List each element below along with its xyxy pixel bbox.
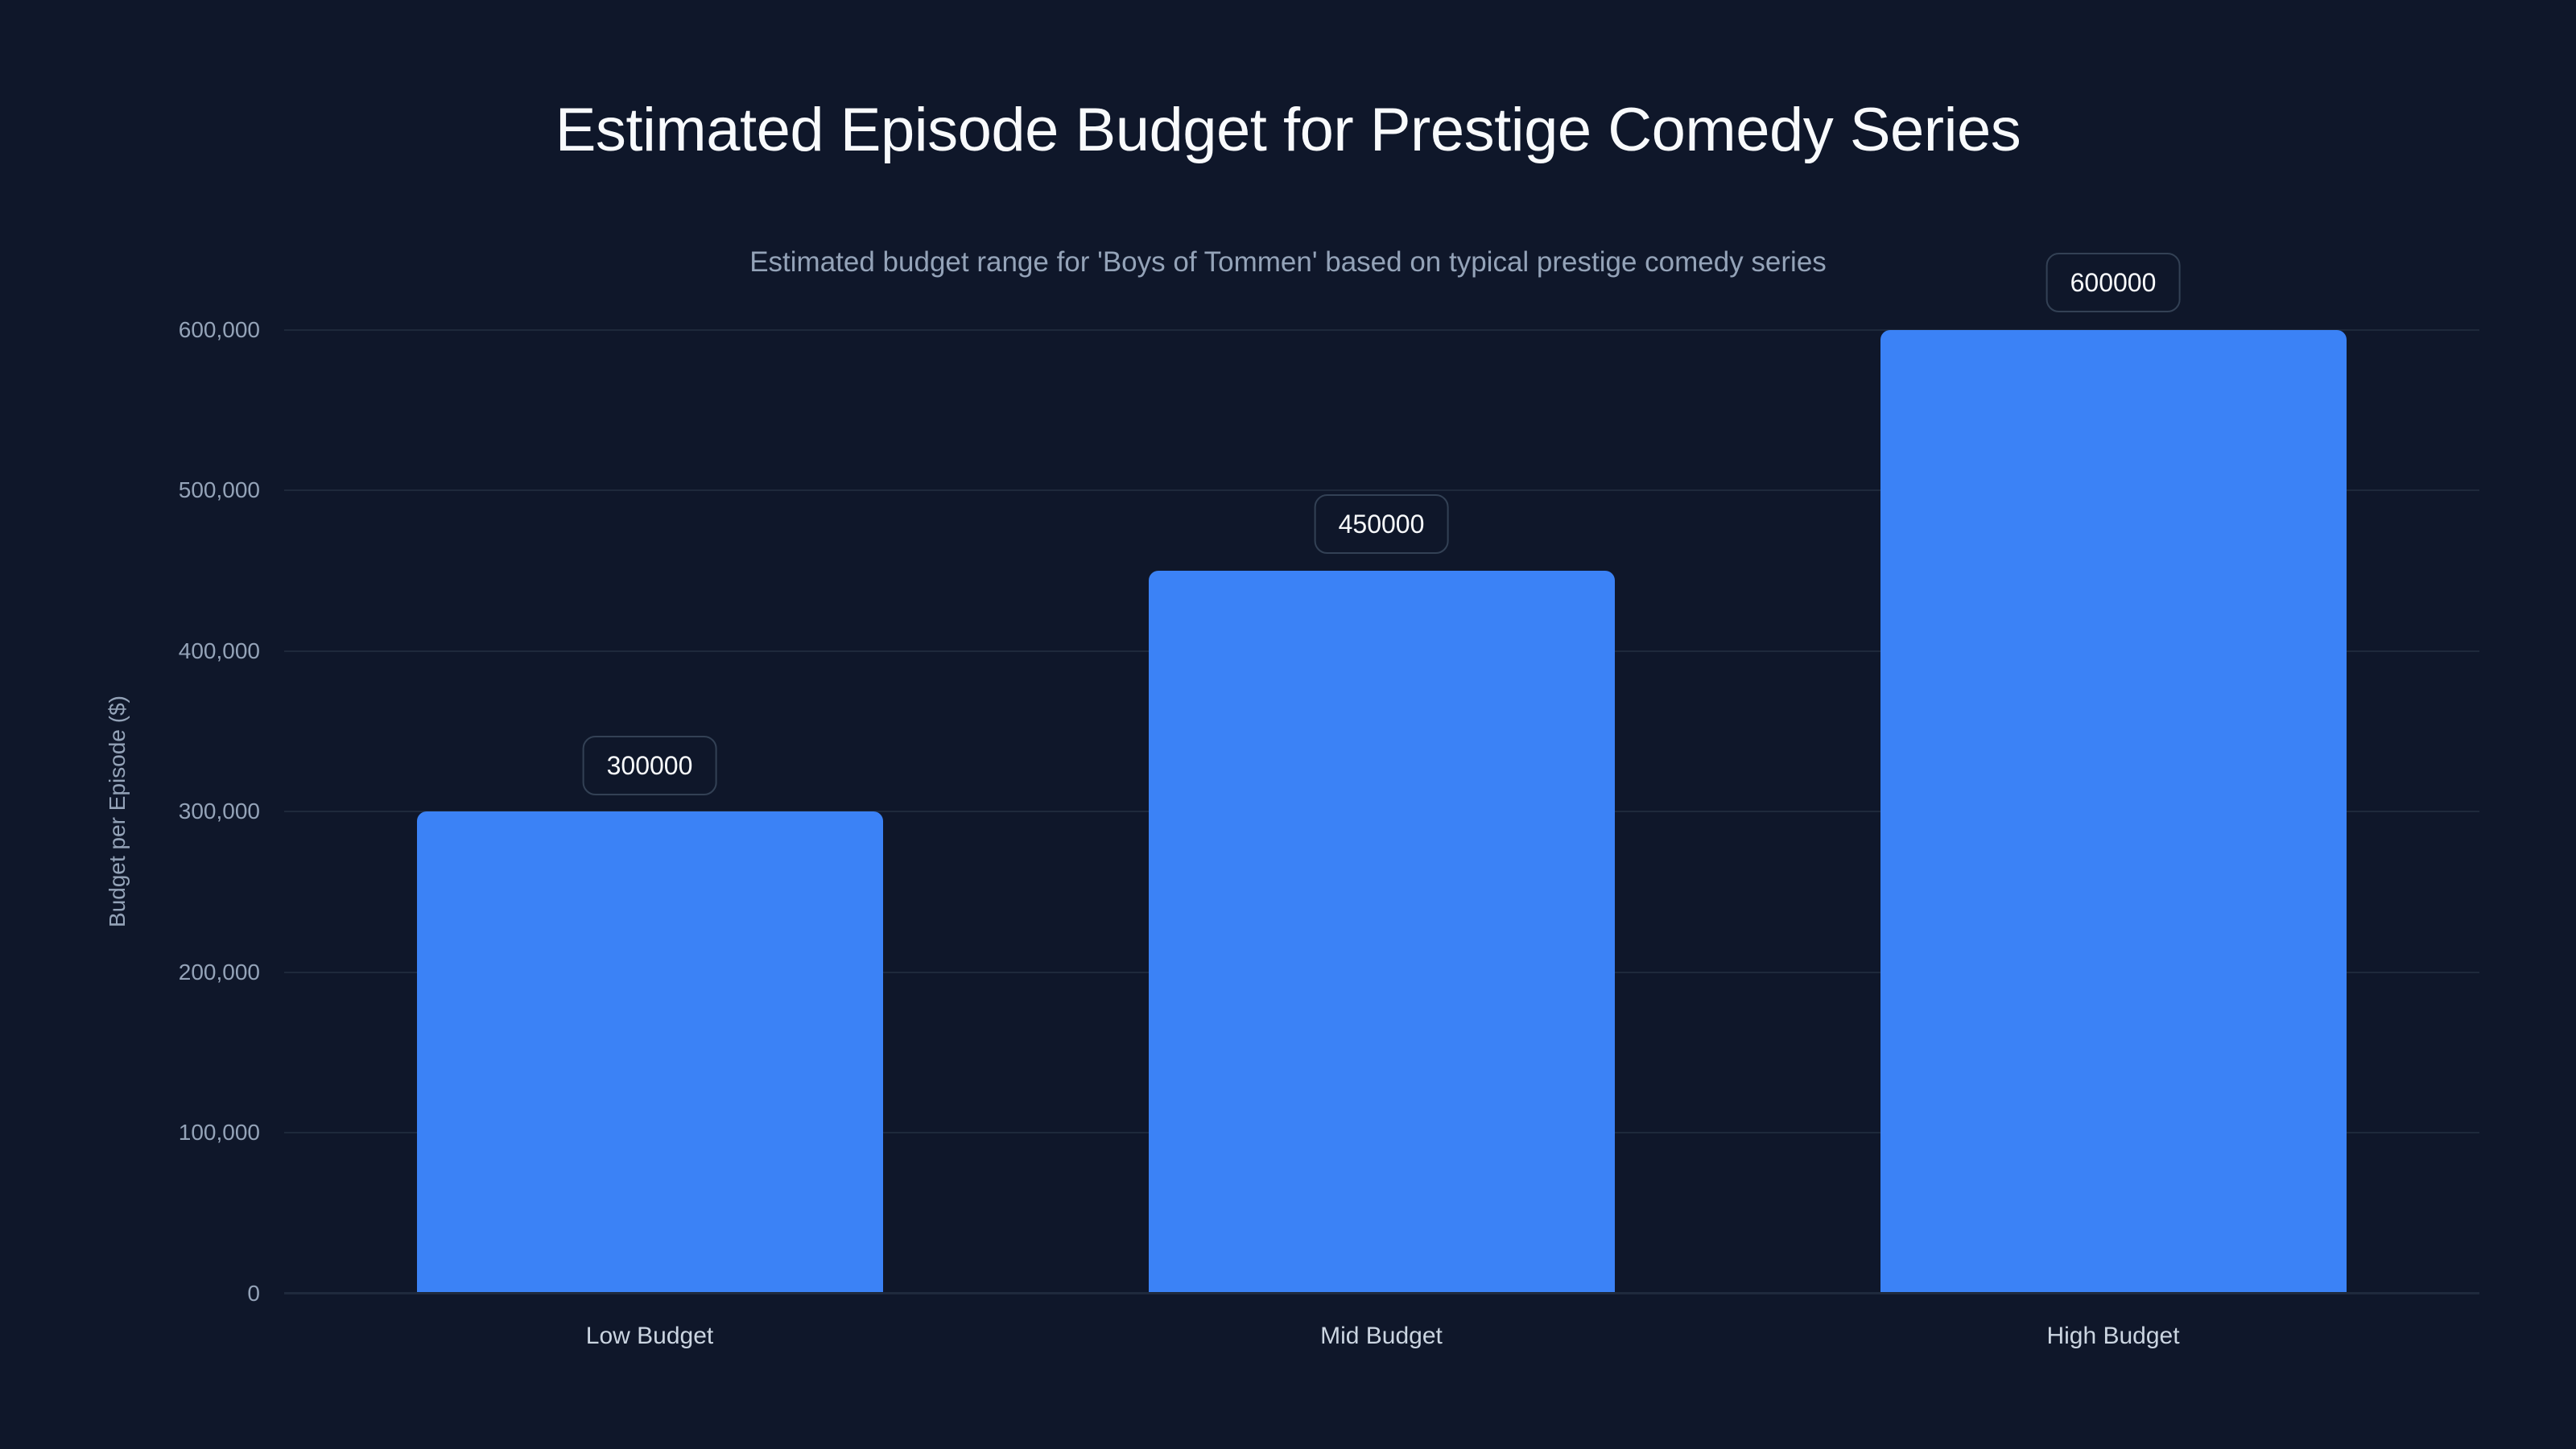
y-tick-600000: 600,000 — [178, 317, 260, 342]
x-axis-baseline — [284, 1292, 2479, 1294]
data-label-high-budget: 600000 — [2046, 253, 2181, 312]
bar-high-budget[interactable] — [1880, 330, 2347, 1293]
y-tick-0: 0 — [247, 1281, 260, 1306]
y-tick-500000: 500,000 — [178, 477, 260, 502]
y-tick-300000: 300,000 — [178, 799, 260, 824]
data-label-low-budget: 300000 — [582, 736, 717, 795]
x-tick-high-budget: High Budget — [2046, 1323, 2180, 1349]
y-tick-100000: 100,000 — [178, 1120, 260, 1145]
x-tick-low-budget: Low Budget — [585, 1323, 714, 1349]
gridline-500000 — [284, 489, 2479, 491]
chart-title: Estimated Episode Budget for Prestige Co… — [555, 96, 2021, 164]
bar-mid-budget[interactable] — [1149, 571, 1615, 1293]
data-label-mid-budget: 450000 — [1314, 494, 1449, 554]
chart-subtitle: Estimated budget range for 'Boys of Tomm… — [749, 246, 1827, 278]
y-tick-200000: 200,000 — [178, 960, 260, 985]
gridline-600000 — [284, 329, 2479, 331]
y-tick-400000: 400,000 — [178, 638, 260, 663]
bar-low-budget[interactable] — [417, 811, 883, 1293]
x-tick-mid-budget: Mid Budget — [1320, 1323, 1443, 1349]
